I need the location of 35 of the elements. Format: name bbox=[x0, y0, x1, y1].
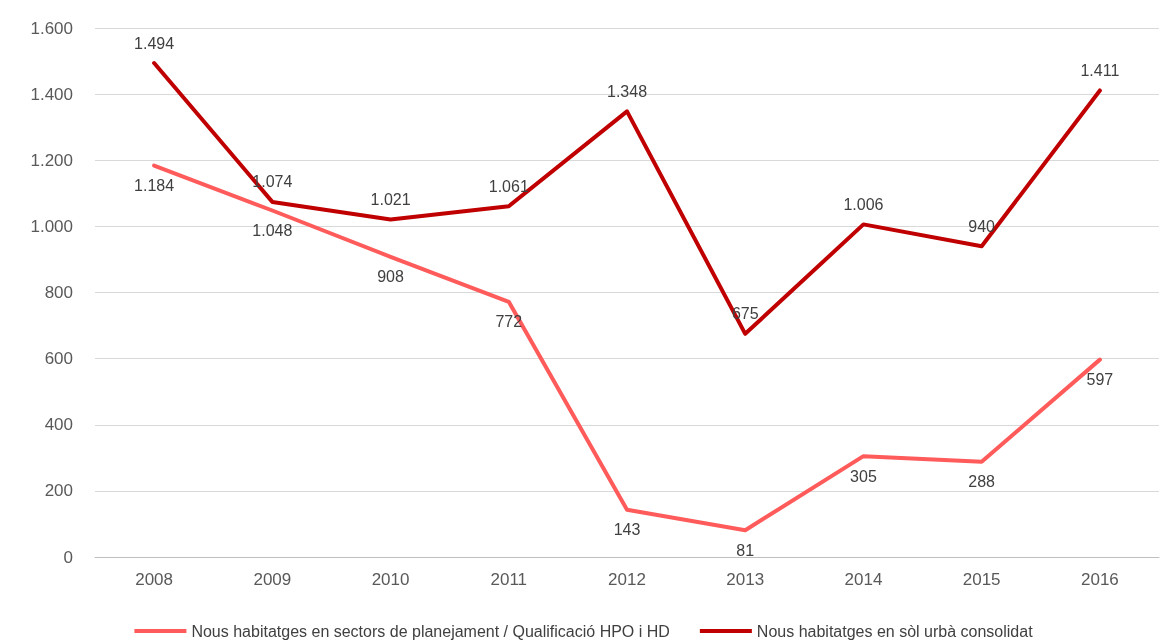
x-tick-label: 2016 bbox=[1080, 570, 1119, 589]
data-label: 143 bbox=[613, 521, 641, 539]
x-tick-label: 2015 bbox=[962, 570, 1001, 589]
y-tick-label: 0 bbox=[63, 547, 73, 567]
data-label: 1.494 bbox=[134, 34, 175, 52]
data-label: 1.006 bbox=[843, 195, 884, 213]
x-tick-label: 2012 bbox=[608, 570, 646, 589]
data-label: 1.411 bbox=[1080, 61, 1120, 79]
y-tick-label: 1.000 bbox=[30, 216, 73, 236]
legend-label: Nous habitatges en sòl urbà consolidat bbox=[756, 622, 1034, 640]
data-label: 1.348 bbox=[606, 82, 648, 100]
y-tick-label: 800 bbox=[44, 283, 73, 302]
y-tick-label: 1.200 bbox=[30, 150, 73, 170]
legend-label: Nous habitatges en sectors de planejament / Qualificació HPO i HD bbox=[191, 622, 670, 640]
data-label: 288 bbox=[968, 473, 996, 491]
x-tick-label: 2014 bbox=[844, 570, 883, 589]
data-label: 908 bbox=[377, 268, 404, 286]
y-tick-label: 1.400 bbox=[30, 84, 73, 104]
x-tick-label: 2013 bbox=[726, 570, 765, 589]
data-label: 1.061 bbox=[488, 177, 529, 195]
y-tick-label: 400 bbox=[44, 415, 73, 435]
data-label: 1.021 bbox=[370, 190, 411, 208]
data-label: 940 bbox=[968, 217, 996, 235]
x-tick-label: 2008 bbox=[135, 570, 174, 589]
y-tick-label: 1.600 bbox=[30, 18, 73, 38]
data-label: 597 bbox=[1086, 371, 1114, 389]
x-tick-label: 2010 bbox=[371, 570, 410, 589]
data-label: 305 bbox=[850, 467, 877, 485]
y-tick-label: 600 bbox=[44, 349, 73, 369]
y-tick-label: 200 bbox=[44, 481, 73, 501]
data-label: 1.184 bbox=[134, 177, 175, 195]
data-label: 81 bbox=[736, 541, 755, 559]
x-tick-label: 2009 bbox=[253, 570, 292, 589]
x-tick-label: 2011 bbox=[490, 570, 528, 589]
data-label: 1.048 bbox=[252, 222, 293, 240]
